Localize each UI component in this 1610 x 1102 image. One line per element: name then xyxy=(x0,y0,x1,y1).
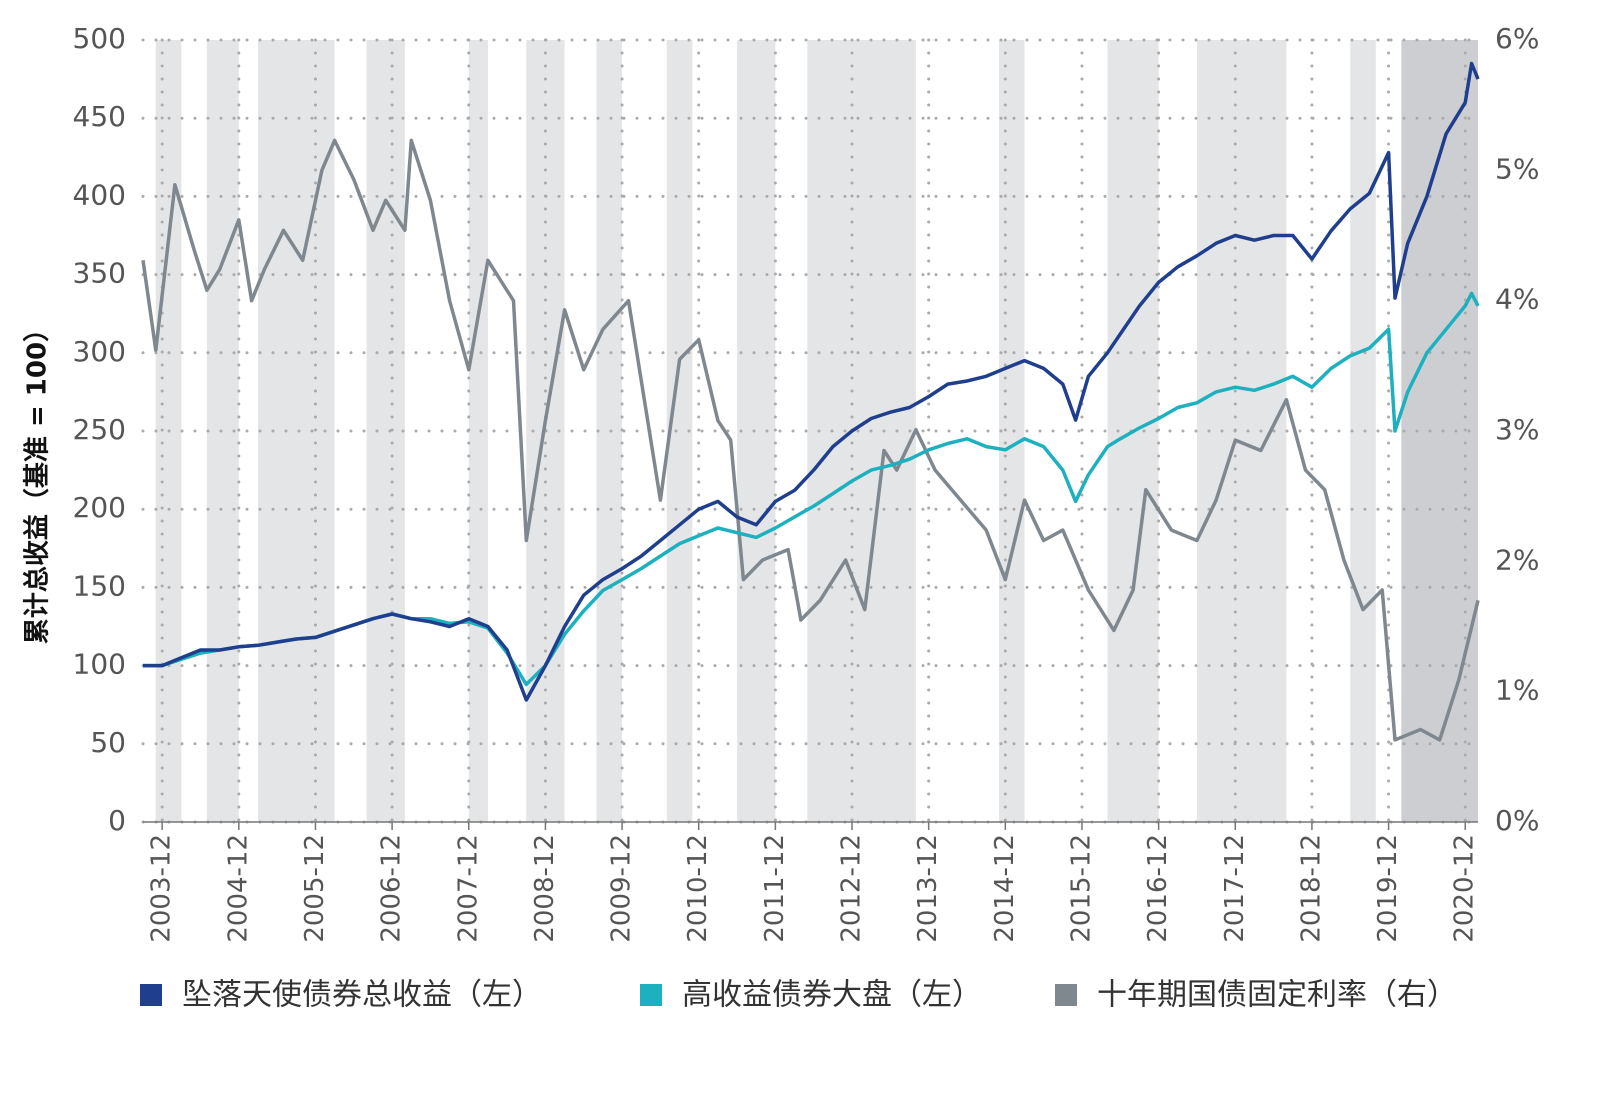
y2-tick-label: 5% xyxy=(1495,152,1539,185)
shaded-band xyxy=(807,40,916,822)
shaded-band xyxy=(737,40,776,822)
x-tick-label: 2016-12 xyxy=(1143,834,1173,943)
shaded-band xyxy=(596,40,623,822)
legend-label: 高收益债券大盘（左） xyxy=(682,978,982,1013)
y-tick-label: 300 xyxy=(73,335,126,368)
legend-label: 坠落天使债券总收益（左） xyxy=(182,978,542,1013)
y-tick-label: 350 xyxy=(73,257,126,290)
x-tick-label: 2017-12 xyxy=(1220,834,1250,943)
legend-swatch xyxy=(640,984,662,1006)
legend-swatch xyxy=(140,984,162,1006)
shaded-band xyxy=(257,40,335,822)
x-tick-label: 2010-12 xyxy=(683,834,713,943)
y-axis-label: 累计总收益（基准 = 100） xyxy=(23,316,53,644)
x-tick-label: 2007-12 xyxy=(453,834,483,943)
shaded-band xyxy=(998,40,1025,822)
legend-label: 十年期国债固定利率（右） xyxy=(1097,978,1457,1013)
x-tick-label: 2014-12 xyxy=(990,834,1020,943)
y2-tick-label: 1% xyxy=(1495,674,1539,707)
x-tick-label: 2020-12 xyxy=(1450,834,1480,943)
x-tick-label: 2015-12 xyxy=(1066,834,1096,943)
x-tick-label: 2013-12 xyxy=(913,834,943,943)
y2-tick-label: 4% xyxy=(1495,283,1539,316)
y2-tick-label: 6% xyxy=(1495,22,1539,55)
x-tick-label: 2008-12 xyxy=(530,834,560,943)
x-tick-label: 2004-12 xyxy=(223,834,253,943)
y-tick-label: 200 xyxy=(73,491,126,524)
y2-tick-label: 3% xyxy=(1495,413,1539,446)
x-tick-label: 2006-12 xyxy=(377,834,407,943)
y2-tick-label: 2% xyxy=(1495,543,1539,576)
shaded-band xyxy=(468,40,488,822)
y-tick-label: 0 xyxy=(108,804,126,837)
x-tick-label: 2018-12 xyxy=(1296,834,1326,943)
x-tick-label: 2011-12 xyxy=(760,834,790,943)
y-tick-label: 450 xyxy=(73,100,126,133)
y-tick-label: 50 xyxy=(90,726,126,759)
x-tick-label: 2005-12 xyxy=(300,834,330,943)
y-tick-label: 150 xyxy=(73,569,126,602)
x-tick-label: 2012-12 xyxy=(837,834,867,943)
y-tick-label: 100 xyxy=(73,648,126,681)
y-tick-label: 250 xyxy=(73,413,126,446)
y2-tick-label: 0% xyxy=(1495,804,1539,837)
x-tick-label: 2003-12 xyxy=(147,834,177,943)
shaded-band xyxy=(366,40,405,822)
series-line xyxy=(141,138,1480,742)
x-tick-label: 2009-12 xyxy=(607,834,637,943)
y-tick-label: 400 xyxy=(73,178,126,211)
legend-swatch xyxy=(1055,984,1077,1006)
x-tick-label: 2019-12 xyxy=(1373,834,1403,943)
y-tick-label: 500 xyxy=(73,22,126,55)
shaded-band xyxy=(1350,40,1376,822)
series-line xyxy=(143,61,1480,702)
